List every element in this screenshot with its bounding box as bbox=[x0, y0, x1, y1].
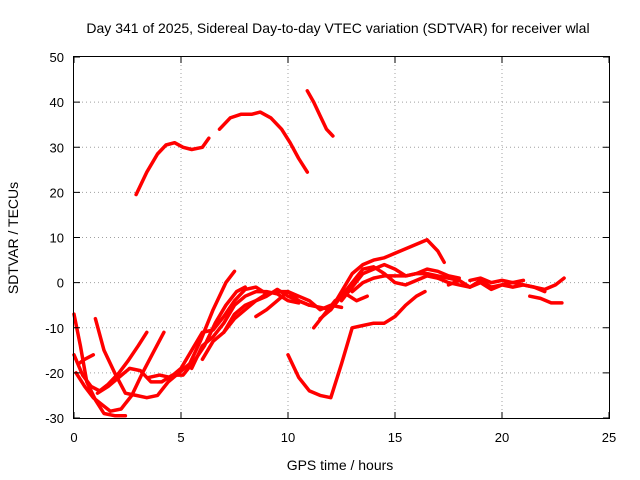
series-line-arc-14 bbox=[254, 289, 344, 319]
series-line-arc-19 bbox=[339, 262, 461, 303]
series-line-arc-7 bbox=[76, 353, 96, 366]
plot-area bbox=[72, 89, 566, 418]
y-tick-label: 40 bbox=[50, 95, 64, 110]
y-tick-label: 10 bbox=[50, 231, 64, 246]
axis-ticks: 0 5 10 15 20 25 -30 -20 -10 0 10 20 30 40 50 bbox=[45, 50, 616, 445]
plot-frame bbox=[73, 56, 610, 419]
chart-title: Day 341 of 2025, Sidereal Day-to-day VTE… bbox=[86, 20, 589, 36]
series-line-arc-24 bbox=[528, 294, 564, 305]
y-tick-label: -20 bbox=[45, 366, 64, 381]
y-tick-label: 30 bbox=[50, 140, 64, 155]
series-line-arc-1 bbox=[134, 136, 211, 197]
y-tick-label: 0 bbox=[57, 276, 64, 291]
series-line-arc-22 bbox=[446, 278, 547, 294]
series-line-arc-17 bbox=[318, 265, 440, 321]
series-line-arc-6 bbox=[74, 330, 166, 413]
series-line-arc-10 bbox=[147, 285, 269, 380]
x-axis-label: GPS time / hours bbox=[287, 457, 394, 473]
x-tick-label: 5 bbox=[177, 430, 184, 445]
series-line-arc-18 bbox=[329, 238, 446, 312]
x-tick-label: 25 bbox=[602, 430, 616, 445]
series-line-arc-15 bbox=[286, 289, 427, 400]
x-tick-label: 0 bbox=[70, 430, 77, 445]
x-tick-label: 15 bbox=[388, 430, 402, 445]
x-tick-label: 20 bbox=[495, 430, 509, 445]
series-line-arc-2 bbox=[217, 110, 310, 174]
x-tick-label: 10 bbox=[281, 430, 295, 445]
series-line-arc-3 bbox=[305, 89, 335, 138]
series-line-arc-8 bbox=[93, 269, 237, 400]
y-tick-label: -30 bbox=[45, 411, 64, 426]
y-axis-label: SDTVAR / TECUs bbox=[5, 182, 21, 294]
series-line-arc-20 bbox=[350, 271, 461, 294]
y-tick-label: 20 bbox=[50, 185, 64, 200]
series-line-arc-23 bbox=[468, 276, 526, 285]
y-tick-label: -10 bbox=[45, 321, 64, 336]
y-tick-label: 50 bbox=[50, 50, 64, 65]
